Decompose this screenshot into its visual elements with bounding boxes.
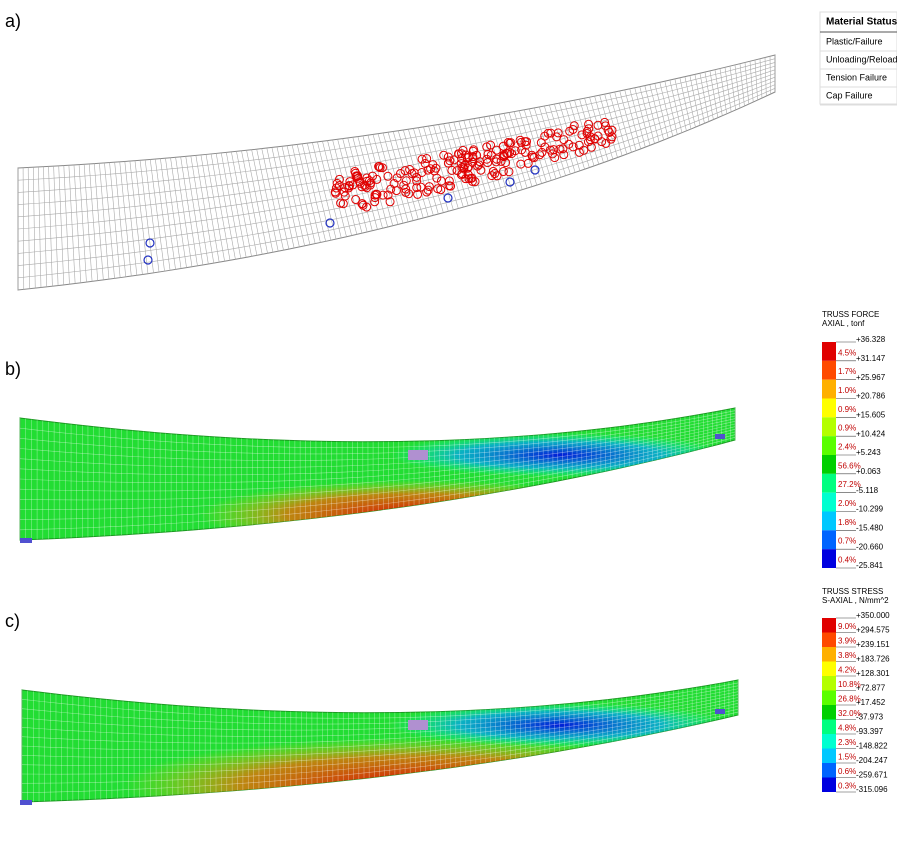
color-band	[822, 749, 836, 764]
panel-label: b)	[5, 359, 21, 379]
legend-percentage: 26.8%	[838, 694, 861, 703]
legend-percentage: 1.0%	[838, 386, 856, 395]
color-band	[822, 618, 836, 633]
legend-percentage: 4.2%	[838, 665, 856, 674]
legend-item: Unloading/Reloadi	[826, 54, 897, 64]
legend-title: TRUSS FORCE	[822, 310, 879, 319]
legend-value: +15.605	[856, 410, 886, 419]
legend-value: +128.301	[856, 669, 890, 678]
legend-value: -15.480	[856, 523, 884, 532]
legend-value: +350.000	[856, 611, 890, 620]
color-band	[822, 633, 836, 648]
support	[715, 709, 725, 714]
color-band	[822, 705, 836, 720]
color-band	[822, 734, 836, 749]
color-band	[822, 474, 836, 493]
color-band	[822, 361, 836, 380]
legend-value: +294.575	[856, 626, 890, 635]
support	[408, 450, 428, 460]
legend-percentage: 2.3%	[838, 738, 856, 747]
legend-percentage: 0.7%	[838, 537, 856, 546]
legend-percentage: 9.0%	[838, 622, 856, 631]
panel-label: c)	[5, 611, 20, 631]
legend-value: -204.247	[856, 756, 888, 765]
legend-value: -20.660	[856, 542, 884, 551]
color-band	[822, 691, 836, 706]
legend-value: +239.151	[856, 640, 890, 649]
color-band	[822, 763, 836, 778]
legend-value: +20.786	[856, 392, 886, 401]
legend-percentage: 0.4%	[838, 556, 856, 565]
legend-percentage: 0.6%	[838, 767, 856, 776]
legends: TRUSS FORCEAXIAL , tonf +36.328 +31.147 +25…	[822, 310, 890, 794]
legend-value: -315.096	[856, 785, 888, 794]
support	[408, 720, 428, 730]
legend-value: -25.841	[856, 561, 884, 570]
tension-zone	[200, 480, 640, 550]
color-band	[822, 530, 836, 549]
color-band	[822, 676, 836, 691]
color-band	[822, 549, 836, 568]
legend-title: TRUSS STRESS	[822, 587, 883, 596]
color-band	[822, 778, 836, 793]
legend-value: +5.243	[856, 448, 881, 457]
beam	[20, 408, 735, 550]
legend-percentage: 1.8%	[838, 518, 856, 527]
color-band	[822, 417, 836, 436]
color-band	[822, 342, 836, 361]
legend-item: Tension Failure	[826, 72, 887, 82]
legend-percentage: 27.2%	[838, 480, 861, 489]
legend-percentage: 0.9%	[838, 405, 856, 414]
color-band	[822, 399, 836, 418]
color-band	[822, 455, 836, 474]
color-legend: TRUSS FORCEAXIAL , tonf +36.328 +31.147 +25…	[822, 310, 886, 570]
legend-value: -148.822	[856, 742, 888, 751]
legend-value: +10.424	[856, 429, 886, 438]
legend-percentage: 10.8%	[838, 680, 861, 689]
panel-label: a)	[5, 11, 21, 31]
legend-percentage: 3.9%	[838, 636, 856, 645]
color-band	[822, 512, 836, 531]
legend-value: -10.299	[856, 505, 884, 514]
support	[20, 800, 32, 805]
compression-zone	[390, 433, 730, 477]
legend-percentage: 4.8%	[838, 723, 856, 732]
legend-percentage: 0.3%	[838, 781, 856, 790]
legend-value: -93.397	[856, 727, 884, 736]
beam	[20, 680, 738, 832]
legend-value: +36.328	[856, 335, 886, 344]
legend-percentage: 1.5%	[838, 752, 856, 761]
legend-percentage: 0.9%	[838, 424, 856, 433]
color-band	[822, 436, 836, 455]
legend-subtitle: AXIAL , tonf	[822, 319, 865, 328]
material-status-legend: Material Status Plastic/Failure Unloading…	[820, 12, 897, 105]
color-band	[822, 720, 836, 735]
support	[20, 538, 32, 543]
legend-percentage: 2.4%	[838, 443, 856, 452]
color-band	[822, 380, 836, 399]
legend-item: Plastic/Failure	[826, 36, 883, 46]
legend-percentage: 4.5%	[838, 348, 856, 357]
legend-value: +25.967	[856, 373, 886, 382]
color-band	[822, 493, 836, 512]
legend-subtitle: S-AXIAL , N/mm^2	[822, 596, 889, 605]
legend-percentage: 3.8%	[838, 651, 856, 660]
color-band	[822, 662, 836, 677]
legend-percentage: 2.0%	[838, 499, 856, 508]
beams	[18, 55, 775, 832]
legend-item: Cap Failure	[826, 90, 873, 100]
legend-value: +31.147	[856, 354, 886, 363]
legend-percentage: 32.0%	[838, 709, 861, 718]
legend-percentage: 56.6%	[838, 461, 861, 470]
support	[715, 434, 725, 439]
legend-title: Material Status	[826, 17, 897, 28]
figure: a) b) c) Material Status Plastic/Failure…	[0, 0, 897, 838]
legend-percentage: 1.7%	[838, 367, 856, 376]
legend-value: -259.671	[856, 771, 888, 780]
color-band	[822, 647, 836, 662]
legend-value: +183.726	[856, 655, 890, 664]
beam	[18, 55, 775, 290]
